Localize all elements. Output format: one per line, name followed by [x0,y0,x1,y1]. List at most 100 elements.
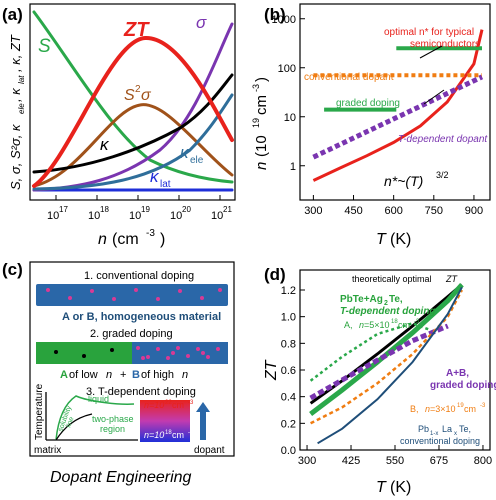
panel-b-xlabel: T (K) [376,231,411,248]
step2-caption-b: B [132,369,140,381]
panel-a-xtick-exp-2: 19 [141,205,150,214]
panel-d-ytick-label: 1.2 [281,285,296,297]
graded-pointer [423,89,445,105]
step1-caption: A or B, homogeneous material [62,311,221,323]
panel-d-ytick-label: 0.4 [281,392,296,404]
panel-a-xtick-exp-0: 17 [59,205,68,214]
n-low-text: n=10 [144,430,164,440]
panel-d-ytick-label: 1.0 [281,312,296,324]
graded-bar-b [132,342,228,364]
panel-d-xlabel-unit: (K) [390,479,411,496]
panel-b-label: (b) [264,5,286,24]
pbte-ag2te-line [309,283,464,416]
panel-b-xlabel-unit: (K) [390,231,411,248]
graded-dots-a [54,348,114,358]
step1-label: 1. conventional doping [84,270,194,282]
panel-d-label: (d) [264,265,286,284]
zt-curve [32,35,234,188]
panel-b-ylabel-unit2: cm [253,95,270,115]
n-high-unit-exp: -3 [188,400,194,406]
tdep-annotation: T-dependent dopant [398,134,488,145]
panel-a-ylabel-sep: , κ [8,87,23,102]
panel-b-xlabel-t: T [376,231,387,248]
zt-label: ZT [123,19,150,41]
panel-a-xtick-exp-1: 18 [100,205,109,214]
graded-dots-b [136,346,220,360]
panel-a-ylabel-main: S, σ, S²σ, κ [8,123,23,190]
s2sigma-label: S [124,87,135,104]
panel-a-xtick-exp-3: 20 [182,205,191,214]
optimal-annotation-2: semiconductors [410,39,480,50]
b-label-unit-exp: -3 [480,403,486,409]
panel-b-series [312,29,484,182]
step2-caption-n2: n [182,369,188,381]
pbla-te-line [317,286,463,445]
step2-caption-plus: + [120,369,126,381]
panel-a-xticks: 10 17 10 18 10 19 10 20 10 21 [47,195,232,222]
pbla-label-2: conventional doping [400,436,480,446]
panel-d-annotations: theoretically optimal ZT PbTe+Ag 2 Te, T… [340,274,496,446]
panel-b-xtick-label: 600 [384,205,402,217]
panel-b-ytick-label: 10 [284,112,296,124]
kappa-ele-label: κ [180,143,190,162]
panel-b-axes: 300 450 600 750 900 1 10 100 1000 [272,14,484,217]
dopant-label: dopant [194,445,225,456]
panel-d: (d) 300 425 550 675 800 0.0 0.2 0.4 0.6 0.8 1.0 1.2… [263,265,496,496]
kappa-label: κ [100,135,110,154]
n-low-label: n=10 18 cm -3 [144,430,194,440]
panel-a-series-labels: ZT S σ S 2 σ κ κ ele κ lat [38,13,207,190]
b-label-exp: 19 [457,403,464,409]
panel-b-ylabel-exp: 19 [251,118,261,128]
panel-d-ylabel: ZT [263,359,280,381]
pbte-ag-end: Te, [389,294,403,305]
b-label-val: =3×10 [430,404,456,414]
two-phase-label-2: region [100,424,125,434]
kappa-ele-sub: ele [190,155,204,166]
panel-d-xlabel: T (K) [376,479,411,496]
a-label-val: =5×10 [364,320,390,330]
pbte-ag-sub: 2 [384,300,388,307]
panel-d-xtick-label: 800 [474,455,492,467]
optimal-pointer [419,45,443,59]
panel-d-ytick-label: 0.2 [281,418,296,430]
step2-caption-a: A [60,369,68,381]
panel-a-xtick-4: 10 [211,210,223,222]
conventional-bar [36,284,228,306]
panel-a-xlabel-exp: -3 [146,228,155,239]
panel-d-xtick-label: 550 [386,455,404,467]
ab-label: A+B, [446,368,469,379]
optimal-zt-annotation: theoretically optimal [352,274,432,284]
panel-b-ytick-label: 1000 [272,14,296,26]
panel-a-ylabel-ele: ele [17,103,26,114]
panel-b-xtick-label: 750 [425,205,443,217]
up-arrow-icon [196,402,210,440]
panel-a-xtick-1: 10 [88,210,100,222]
panel-d-xtick-label: 675 [430,455,448,467]
n-low-unit: cm [172,430,184,440]
panel-a-ylabel-lat: lat [17,75,26,84]
panel-a-xtick-0: 10 [47,210,59,222]
panel-a-xtick-3: 10 [170,210,182,222]
step2-caption: A of low n + B of high n [60,369,188,381]
panel-a-xtick-exp-4: 21 [223,205,232,214]
graded-bar-a [36,342,132,364]
temperature-label: Temperature [34,383,45,440]
solubility-line [55,395,135,441]
liquid-label: liquid [88,394,109,404]
dopant-engineering-title: Dopant Engineering [50,469,192,486]
matrix-label: matrix [34,445,61,456]
concentration-gradient [140,400,190,442]
b-label-n: n [425,404,430,414]
panel-a-curves [32,10,234,192]
kappa-curve [32,73,234,174]
panel-a-ylabel-end: , κ, ZT [8,34,23,72]
panel-b-ylabel-exp2: -3 [251,84,261,92]
panel-b-ylabel-unit: (10 [253,135,270,157]
a-label-unit: cm [398,320,410,330]
a-series-label: A, n =5×10 18 cm -3 [344,319,420,330]
optimal-zt-annotation-zt: ZT [445,274,458,284]
panel-d-axes: 300 425 550 675 800 0.0 0.2 0.4 0.6 0.8 1.0 1.2 [281,285,492,467]
panel-b-ylabel-n: n [253,162,270,170]
panel-a-frame [29,3,236,201]
